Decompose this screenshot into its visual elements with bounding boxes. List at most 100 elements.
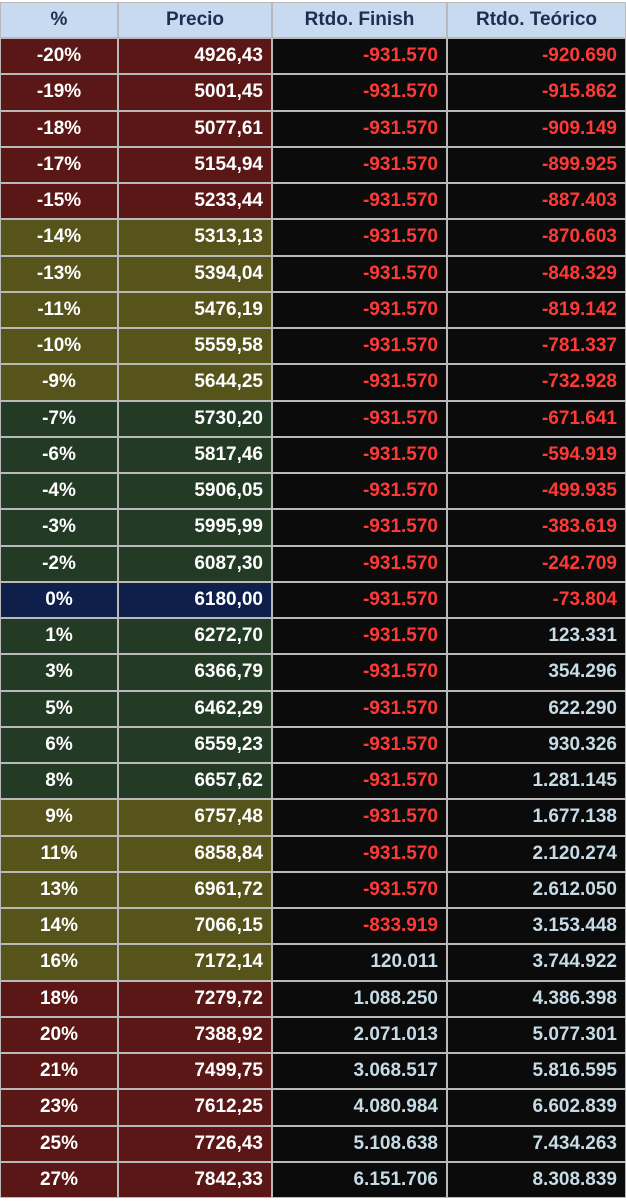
result-cell: 5.077.301: [447, 1016, 626, 1053]
row-label-cell: 5644,25: [118, 364, 272, 401]
row-label-cell: 5154,94: [118, 146, 272, 183]
result-cell: -931.570: [272, 364, 447, 401]
result-cell: -931.570: [272, 110, 447, 147]
row-label-cell: 6180,00: [118, 581, 272, 618]
row-label-cell: 7388,92: [118, 1016, 272, 1053]
row-label-cell: 16%: [0, 944, 118, 981]
result-cell: -920.690: [447, 38, 626, 75]
result-cell: 3.744.922: [447, 944, 626, 981]
result-cell: -931.570: [272, 690, 447, 727]
result-cell: 7.434.263: [447, 1125, 626, 1162]
row-label-cell: 5233,44: [118, 183, 272, 220]
row-label-cell: -20%: [0, 38, 118, 75]
result-cell: 4.386.398: [447, 980, 626, 1017]
row-label-cell: 5476,19: [118, 291, 272, 328]
result-cell: -848.329: [447, 255, 626, 292]
result-cell: -671.641: [447, 400, 626, 437]
row-label-cell: -2%: [0, 545, 118, 582]
result-cell: -931.570: [272, 146, 447, 183]
row-label-cell: 7172,14: [118, 944, 272, 981]
row-label-cell: 25%: [0, 1125, 118, 1162]
result-cell: 6.151.706: [272, 1161, 447, 1198]
result-cell: -931.570: [272, 400, 447, 437]
row-label-cell: 7726,43: [118, 1125, 272, 1162]
result-cell: 1.677.138: [447, 799, 626, 836]
row-label-cell: 5817,46: [118, 436, 272, 473]
result-cell: 1.088.250: [272, 980, 447, 1017]
row-label-cell: -6%: [0, 436, 118, 473]
row-label-cell: -19%: [0, 74, 118, 111]
result-cell: 123.331: [447, 618, 626, 655]
result-cell: -383.619: [447, 509, 626, 546]
result-cell: -73.804: [447, 581, 626, 618]
row-label-cell: -10%: [0, 328, 118, 365]
row-label-cell: 4926,43: [118, 38, 272, 75]
row-label-cell: 0%: [0, 581, 118, 618]
result-cell: 4.080.984: [272, 1089, 447, 1126]
result-cell: -887.403: [447, 183, 626, 220]
result-cell: -931.570: [272, 799, 447, 836]
row-label-cell: -7%: [0, 400, 118, 437]
result-cell: -499.935: [447, 473, 626, 510]
row-label-cell: 6272,70: [118, 618, 272, 655]
row-label-cell: 7279,72: [118, 980, 272, 1017]
row-label-cell: -3%: [0, 509, 118, 546]
result-cell: -931.570: [272, 581, 447, 618]
result-cell: -833.919: [272, 908, 447, 945]
result-cell: -819.142: [447, 291, 626, 328]
result-cell: 2.071.013: [272, 1016, 447, 1053]
header-cell: Rtdo. Teórico: [447, 2, 626, 38]
row-label-cell: -13%: [0, 255, 118, 292]
row-label-cell: 27%: [0, 1161, 118, 1198]
result-cell: -242.709: [447, 545, 626, 582]
result-cell: 5.108.638: [272, 1125, 447, 1162]
row-label-cell: 6858,84: [118, 835, 272, 872]
row-label-cell: 5730,20: [118, 400, 272, 437]
row-label-cell: -4%: [0, 473, 118, 510]
row-label-cell: 7066,15: [118, 908, 272, 945]
row-label-cell: 7842,33: [118, 1161, 272, 1198]
row-label-cell: 6%: [0, 726, 118, 763]
row-label-cell: 21%: [0, 1053, 118, 1090]
row-label-cell: 6657,62: [118, 763, 272, 800]
row-label-cell: 3%: [0, 654, 118, 691]
row-label-cell: 6087,30: [118, 545, 272, 582]
result-cell: -931.570: [272, 183, 447, 220]
result-cell: -931.570: [272, 255, 447, 292]
row-label-cell: 11%: [0, 835, 118, 872]
result-cell: -909.149: [447, 110, 626, 147]
row-label-cell: 7499,75: [118, 1053, 272, 1090]
row-label-cell: 14%: [0, 908, 118, 945]
result-cell: 1.281.145: [447, 763, 626, 800]
result-cell: 930.326: [447, 726, 626, 763]
row-label-cell: -18%: [0, 110, 118, 147]
result-cell: 354.296: [447, 654, 626, 691]
result-cell: -931.570: [272, 763, 447, 800]
result-cell: -931.570: [272, 473, 447, 510]
result-cell: -931.570: [272, 545, 447, 582]
row-label-cell: 6366,79: [118, 654, 272, 691]
row-label-cell: 18%: [0, 980, 118, 1017]
row-label-cell: 6462,29: [118, 690, 272, 727]
result-cell: -915.862: [447, 74, 626, 111]
result-cell: -931.570: [272, 726, 447, 763]
row-label-cell: 5559,58: [118, 328, 272, 365]
result-cell: -931.570: [272, 654, 447, 691]
result-cell: -781.337: [447, 328, 626, 365]
result-cell: 3.153.448: [447, 908, 626, 945]
row-label-cell: 6961,72: [118, 871, 272, 908]
result-cell: -899.925: [447, 146, 626, 183]
row-label-cell: -17%: [0, 146, 118, 183]
result-cell: 2.120.274: [447, 835, 626, 872]
result-cell: 2.612.050: [447, 871, 626, 908]
row-label-cell: -11%: [0, 291, 118, 328]
row-label-cell: 5394,04: [118, 255, 272, 292]
row-label-cell: 1%: [0, 618, 118, 655]
row-label-cell: 5906,05: [118, 473, 272, 510]
row-label-cell: 6559,23: [118, 726, 272, 763]
row-label-cell: -14%: [0, 219, 118, 256]
row-label-cell: -9%: [0, 364, 118, 401]
result-cell: -931.570: [272, 74, 447, 111]
